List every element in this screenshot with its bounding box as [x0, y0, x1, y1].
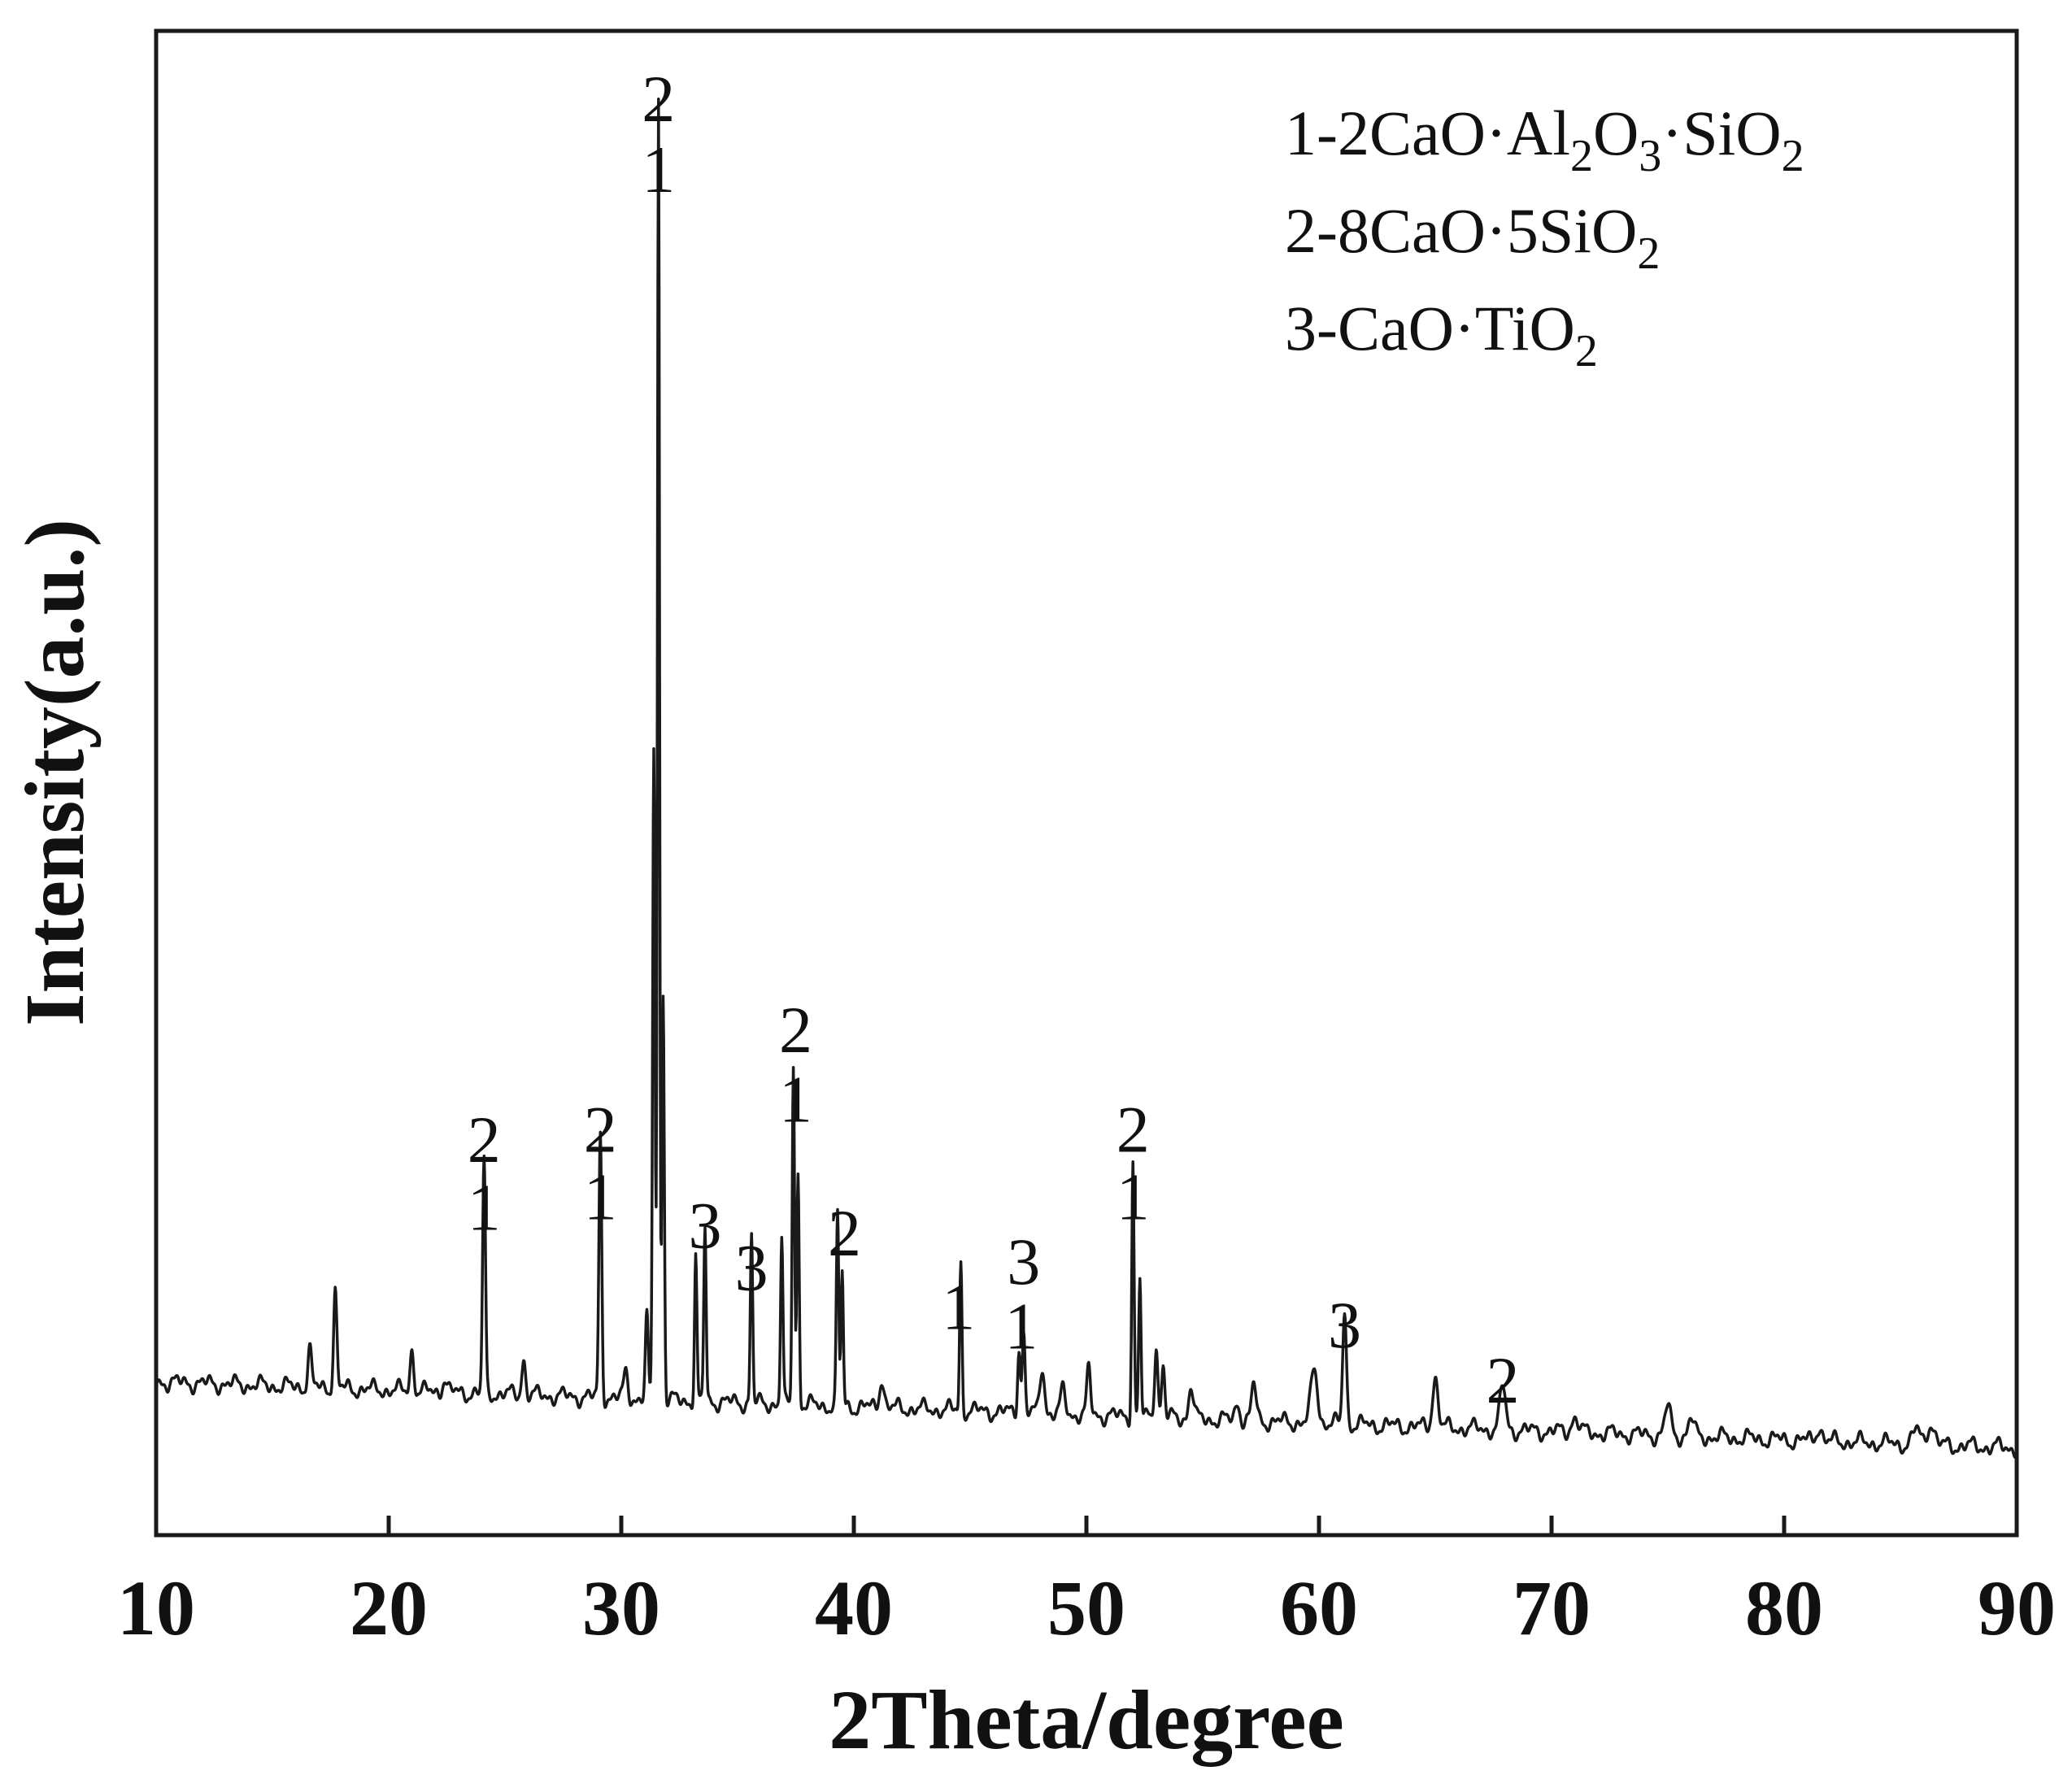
- x-tick-label: 40: [815, 1564, 893, 1651]
- x-tick-label: 50: [1047, 1564, 1125, 1651]
- peak-phase-label: 3: [1007, 1225, 1040, 1299]
- x-tick-label: 90: [1978, 1564, 2056, 1651]
- x-axis-title: 2Theta/degree: [829, 1673, 1344, 1767]
- x-axis-tick-labels: 10 20 30 40 50 60 70 80 90: [117, 1564, 2056, 1651]
- legend-text-part: 3-CaO·TiO: [1285, 293, 1575, 363]
- x-tick-label: 80: [1745, 1564, 1823, 1651]
- peak-phase-label: 2: [1117, 1092, 1150, 1166]
- x-tick-label: 70: [1513, 1564, 1591, 1651]
- peak-phase-label: 2: [828, 1196, 861, 1270]
- peak-phase-label: 2: [584, 1092, 617, 1166]
- peak-phase-label: 1: [1117, 1160, 1150, 1234]
- peak-phase-label: 1: [1004, 1290, 1038, 1364]
- x-tick-label: 60: [1280, 1564, 1358, 1651]
- peak-phase-label: 1: [584, 1160, 617, 1234]
- x-tick-label: 10: [117, 1564, 195, 1651]
- legend-subscript: 2: [1570, 131, 1593, 181]
- legend-entry: 1-2CaO·Al2O3·SiO2: [1285, 98, 1804, 181]
- peak-phase-label: 2: [468, 1103, 501, 1177]
- peak-phase-label: 2: [642, 62, 675, 136]
- legend-entry: 3-CaO·TiO2: [1285, 293, 1598, 376]
- peak-phase-label: 3: [688, 1189, 721, 1263]
- legend-text-part: O: [1593, 98, 1639, 168]
- x-axis-ticks: [154, 1516, 2019, 1535]
- peak-phase-label: 1: [642, 133, 675, 207]
- x-tick-label: 30: [582, 1564, 660, 1651]
- y-axis-title: Intensity(a.u.): [8, 519, 102, 1026]
- legend-text-part: 1-2CaO·Al: [1285, 98, 1570, 168]
- x-tick-label: 20: [350, 1564, 428, 1651]
- legend-subscript: 2: [1575, 326, 1598, 376]
- peak-phase-label: 3: [1328, 1288, 1361, 1362]
- peak-phase-label: 1: [779, 1062, 812, 1136]
- plot-frame: [154, 28, 2019, 1538]
- peak-phase-label: 2: [1486, 1343, 1519, 1417]
- legend-entry: 2-8CaO·5SiO2: [1285, 195, 1660, 279]
- peak-phase-label: 3: [735, 1230, 768, 1304]
- legend-text-part: 2-8CaO·5SiO: [1285, 195, 1637, 266]
- legend-text-part: ·SiO: [1661, 98, 1781, 168]
- xrd-pattern-line: [155, 98, 2018, 1460]
- legend-subscript: 2: [1637, 228, 1660, 279]
- peak-phase-label: 2: [779, 993, 812, 1067]
- legend-subscript: 2: [1782, 131, 1804, 181]
- peak-phase-label: 1: [468, 1170, 501, 1244]
- peak-phase-label: 1: [942, 1270, 975, 1344]
- legend-subscript: 3: [1639, 131, 1661, 181]
